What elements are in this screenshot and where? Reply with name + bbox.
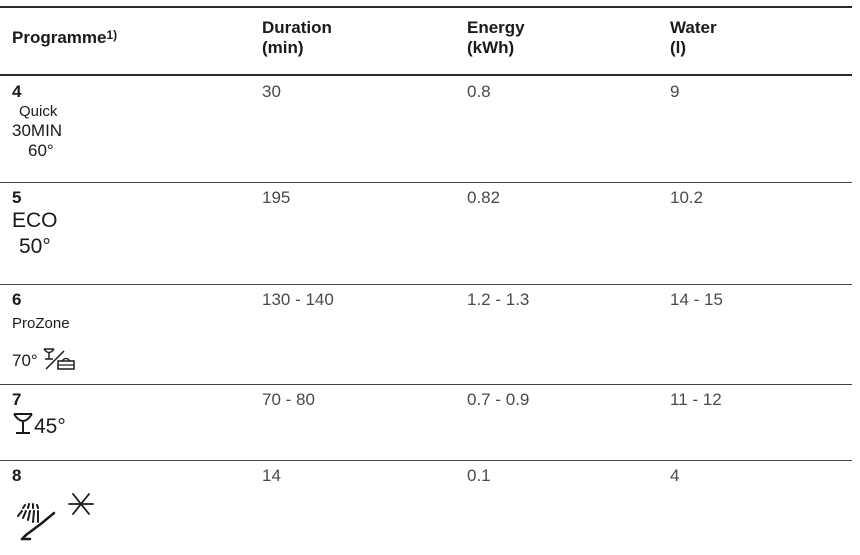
row-divider [0,460,852,461]
energy-value: 1.2 - 1.3 [467,290,530,309]
duration-value: 130 - 140 [262,290,334,309]
footnote-marker: 1) [106,28,118,42]
programme-temperature: 45° [34,415,66,438]
row-divider [0,74,852,76]
water-value: 14 - 15 [670,290,723,309]
header-energy-unit: (kWh) [467,38,515,57]
programme-cell: 5 ECO 50° [12,188,58,260]
table-top-rule [0,6,852,8]
programme-number: 4 [12,82,22,101]
duration-value: 195 [262,188,291,207]
programme-symbol-line: 70° [12,347,78,371]
programme-cell: 8 [12,466,95,543]
row-divider [0,284,852,285]
water-value: 9 [670,82,680,101]
programme-cell: 6 ProZone 70° [12,290,78,371]
glass-plate-icon [43,348,76,370]
programme-cell: 7 45° [12,390,66,440]
header-energy-label: Energy [467,18,525,37]
table-row: 6 ProZone 70° 130 - 140 1.2 - 1.3 14 - 1… [0,286,852,382]
header-water-unit: (l) [670,38,687,57]
programme-temperature: 50° [19,235,51,258]
header-duration: Duration (min) [262,18,332,58]
energy-value: 0.82 [467,188,501,207]
duration-value: 30 [262,82,281,101]
energy-value: 0.8 [467,82,491,101]
row-divider [0,384,852,385]
programme-temperature: 70° [12,351,38,370]
water-value: 10.2 [670,188,704,207]
duration-value: 70 - 80 [262,390,315,409]
programme-symbol-prozone: ProZone [12,315,70,332]
programme-symbol-eco: ECO [12,209,58,232]
energy-value: 0.7 - 0.9 [467,390,530,409]
table-header-row: Programme1) Duration (min) Energy (kWh) … [0,18,852,62]
programme-symbol-line: 45° [12,412,66,440]
cold-star-icon [68,493,94,515]
programme-temperature: 60° [28,141,54,160]
duration-value: 14 [262,466,281,485]
energy-value: 0.1 [467,466,491,485]
header-water: Water (l) [670,18,717,58]
water-value: 11 - 12 [670,390,722,409]
programme-number: 6 [12,290,22,309]
table-row: 5 ECO 50° 195 0.82 10.2 [0,184,852,282]
row-divider [0,182,852,183]
header-energy: Energy (kWh) [467,18,525,58]
water-value: 4 [670,466,680,485]
header-duration-unit: (min) [262,38,304,57]
table-row: 4 Quick 30MIN 60° 30 0.8 9 [0,78,852,180]
header-water-label: Water [670,18,717,37]
programme-symbol-30min: 30MIN [12,121,63,140]
table-row: 8 [0,462,852,552]
header-programme: Programme1) [12,28,117,48]
programme-number: 5 [12,188,22,207]
programme-symbol-line [12,490,95,543]
programme-symbol-quick: Quick [19,103,58,120]
table-row: 7 45° 70 - 80 0.7 - 0.9 11 - 12 [0,386,852,444]
programme-cell: 4 Quick 30MIN 60° [12,82,62,161]
programme-number: 7 [12,390,22,409]
rinse-icon [17,503,56,541]
header-programme-label: Programme [12,28,107,47]
programme-number: 8 [12,466,22,485]
wine-glass-icon [13,413,33,434]
header-duration-label: Duration [262,18,332,37]
